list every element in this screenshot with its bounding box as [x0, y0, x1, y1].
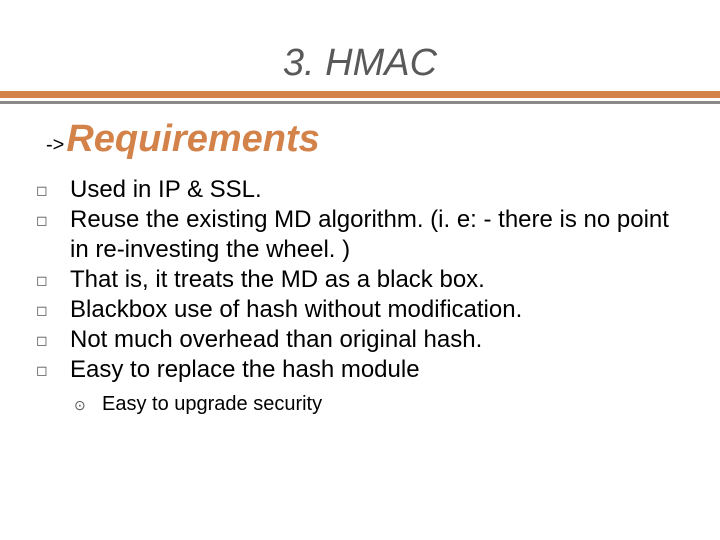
bullet-text: Easy to replace the hash module [70, 355, 420, 385]
bullet-text: Not much overhead than original hash. [70, 325, 482, 355]
subtitle-row: -> Requirements [46, 118, 720, 161]
bar-thick [0, 91, 720, 98]
list-item: ⊙ Easy to upgrade security [74, 393, 720, 416]
slide: 3. HMAC -> Requirements ◻ Used in IP & S… [0, 0, 720, 540]
bullet-marker-icon: ◻ [36, 265, 70, 290]
title-underline-bars [0, 91, 720, 104]
subtitle-prefix: -> [46, 134, 64, 157]
slide-title: 3. HMAC [0, 42, 720, 85]
bullet-text: Reuse the existing MD algorithm. (i. e: … [70, 205, 676, 265]
title-region: 3. HMAC [0, 0, 720, 85]
sub-bullet-list: ⊙ Easy to upgrade security [74, 393, 720, 416]
list-item: ◻ Used in IP & SSL. [36, 175, 676, 205]
list-item: ◻ That is, it treats the MD as a black b… [36, 265, 676, 295]
sub-bullet-marker-icon: ⊙ [74, 393, 102, 414]
list-item: ◻ Reuse the existing MD algorithm. (i. e… [36, 205, 676, 265]
bullet-marker-icon: ◻ [36, 295, 70, 320]
list-item: ◻ Easy to replace the hash module [36, 355, 676, 385]
bullet-marker-icon: ◻ [36, 355, 70, 380]
bullet-list: ◻ Used in IP & SSL. ◻ Reuse the existing… [36, 175, 676, 385]
list-item: ◻ Blackbox use of hash without modificat… [36, 295, 676, 325]
bullet-marker-icon: ◻ [36, 175, 70, 200]
bar-thin [0, 101, 720, 104]
bullet-marker-icon: ◻ [36, 325, 70, 350]
bullet-marker-icon: ◻ [36, 205, 70, 230]
list-item: ◻ Not much overhead than original hash. [36, 325, 676, 355]
bullet-text: Blackbox use of hash without modificatio… [70, 295, 522, 325]
sub-bullet-text: Easy to upgrade security [102, 393, 322, 416]
bullet-text: That is, it treats the MD as a black box… [70, 265, 485, 295]
subtitle-text: Requirements [66, 118, 319, 161]
bullet-text: Used in IP & SSL. [70, 175, 262, 205]
